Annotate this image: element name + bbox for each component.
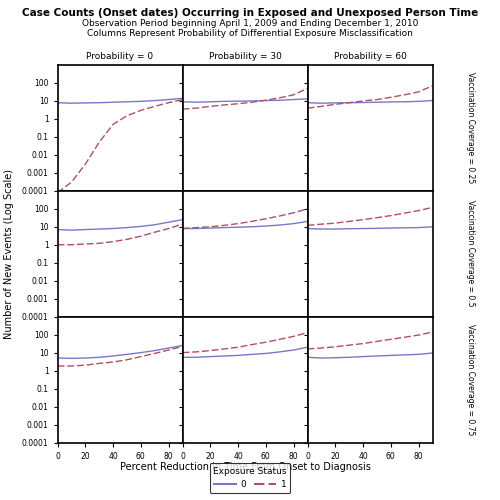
Text: Number of New Events (Log Scale): Number of New Events (Log Scale) xyxy=(4,169,14,339)
Text: Case Counts (Onset dates) Occurring in Exposed and Unexposed Person Time: Case Counts (Onset dates) Occurring in E… xyxy=(22,8,478,18)
Text: Vaccination Coverage = 0.5: Vaccination Coverage = 0.5 xyxy=(466,200,474,307)
Text: Vaccination Coverage = 0.75: Vaccination Coverage = 0.75 xyxy=(466,324,474,436)
Text: Observation Period beginning April 1, 2009 and Ending December 1, 2010: Observation Period beginning April 1, 20… xyxy=(82,19,418,28)
Text: Vaccination Coverage = 0.25: Vaccination Coverage = 0.25 xyxy=(466,72,474,184)
Text: Columns Represent Probability of Differential Exposure Misclassification: Columns Represent Probability of Differe… xyxy=(87,28,413,38)
Legend: 0, 1: 0, 1 xyxy=(210,463,290,493)
Title: Probability = 30: Probability = 30 xyxy=(208,52,282,62)
Title: Probability = 0: Probability = 0 xyxy=(86,52,154,62)
Text: Percent Reduction in Time From Onset to Diagnosis: Percent Reduction in Time From Onset to … xyxy=(120,462,370,472)
Title: Probability = 60: Probability = 60 xyxy=(334,52,406,62)
